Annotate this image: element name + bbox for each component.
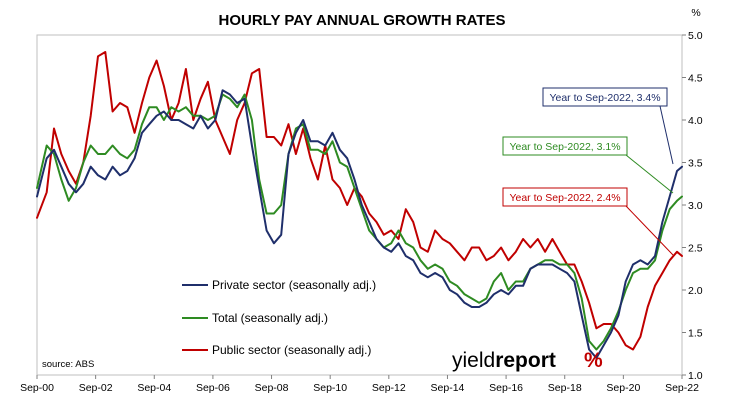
yieldreport-logo: yieldreport % xyxy=(452,349,603,372)
annotation-private: Year to Sep-2022, 3.4% xyxy=(542,87,674,165)
x-tick-label: Sep-06 xyxy=(196,382,230,394)
annotation-public-label: Year to Sep-2022, 2.4% xyxy=(509,192,620,204)
y-tick-label: 2.5 xyxy=(688,243,703,255)
x-tick-label: Sep-14 xyxy=(431,382,465,394)
x-axis-ticks: Sep-00 Sep-02 Sep-04 Sep-06 Sep-08 Sep-10 Sep-… xyxy=(20,375,699,394)
series-line-private xyxy=(36,89,683,359)
source-note: source: ABS xyxy=(42,359,94,370)
x-tick-label: Sep-12 xyxy=(372,382,406,394)
y-tick-label: 5.0 xyxy=(688,30,703,42)
annotation-private-box xyxy=(542,87,668,107)
annotation-total: Year to Sep-2022, 3.1% xyxy=(502,136,674,194)
logo-text: yieldreport xyxy=(452,349,556,372)
annotation-public: Year to Sep-2022, 2.4% xyxy=(502,187,674,256)
annotation-private-label: Year to Sep-2022, 3.4% xyxy=(549,92,660,104)
legend-label-total: Total (seasonally adj.) xyxy=(212,311,328,325)
y-tick-label: 2.0 xyxy=(688,285,703,297)
y-tick-label: 3.0 xyxy=(688,200,703,212)
chart-title: HOURLY PAY ANNUAL GROWTH RATES xyxy=(219,12,506,29)
x-tick-label: Sep-20 xyxy=(606,382,640,394)
y-tick-label: 4.0 xyxy=(688,115,703,127)
series-line-total xyxy=(36,93,683,351)
y-tick-label: 3.5 xyxy=(688,158,703,170)
legend: Private sector (seasonally adj.) Total (… xyxy=(182,278,376,357)
annotation-total-box xyxy=(502,136,628,156)
annotation-public-leader xyxy=(625,205,674,256)
legend-label-public: Public sector (seasonally adj.) xyxy=(212,343,371,357)
y-tick-label: 4.5 xyxy=(688,73,703,85)
annotation-private-leader xyxy=(659,105,674,165)
x-tick-label: Sep-08 xyxy=(255,382,289,394)
y-tick-label: 1.5 xyxy=(688,328,703,340)
x-tick-label: Sep-16 xyxy=(489,382,523,394)
series-layer xyxy=(36,51,683,359)
x-tick-label: Sep-18 xyxy=(548,382,582,394)
x-tick-label: Sep-02 xyxy=(79,382,113,394)
x-tick-label: Sep-10 xyxy=(313,382,347,394)
y-tick-label: 1.0 xyxy=(688,370,703,382)
annotation-public-box xyxy=(502,187,628,207)
y-axis-ticks: 1.0 1.5 2.0 2.5 3.0 3.5 4.0 4.5 5.0 xyxy=(682,30,703,382)
annotation-total-label: Year to Sep-2022, 3.1% xyxy=(509,141,620,153)
logo-percent-symbol: % xyxy=(584,349,603,372)
y-unit-label: % xyxy=(691,7,700,19)
series-line-public xyxy=(36,51,683,351)
x-tick-label: Sep-04 xyxy=(137,382,171,394)
logo-word-report: report xyxy=(495,349,556,372)
annotation-total-leader xyxy=(625,154,674,194)
x-tick-label: Sep-22 xyxy=(665,382,699,394)
x-tick-label: Sep-00 xyxy=(20,382,54,394)
logo-word-yield: yield xyxy=(452,349,495,372)
legend-label-private: Private sector (seasonally adj.) xyxy=(212,278,376,292)
